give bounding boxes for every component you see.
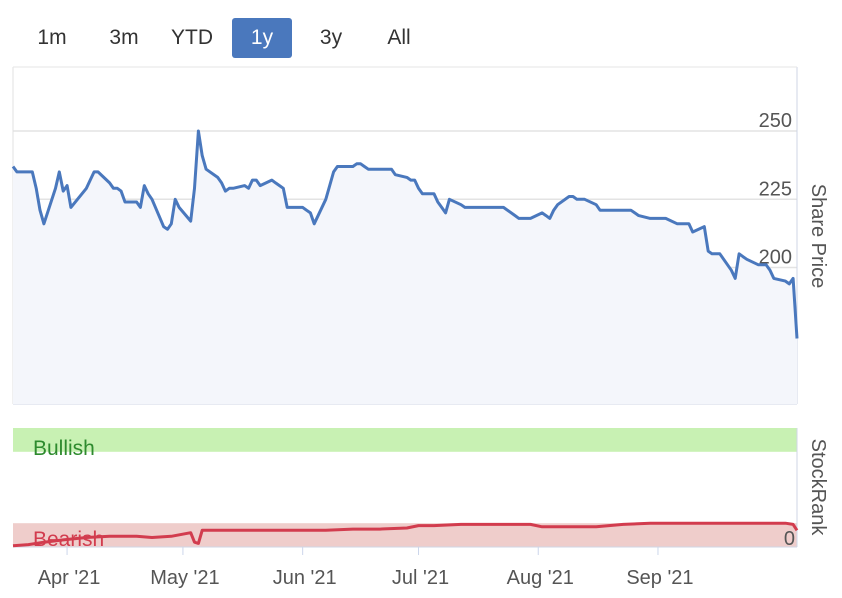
stockrank-tick-label: 0 [784, 528, 795, 550]
range-button-all[interactable]: All [387, 26, 411, 49]
price-tick-label: 250 [759, 110, 792, 132]
range-button-1m[interactable]: 1m [37, 26, 67, 49]
share-price-area [13, 131, 797, 404]
bullish-band-label: Bullish [33, 437, 95, 460]
range-button-ytd[interactable]: YTD [171, 26, 213, 49]
x-tick-label: Aug '21 [507, 567, 574, 589]
share-price-panel: 150175200225250Share Price [11, 66, 829, 405]
bullish-band [13, 428, 797, 452]
share-price-axis-title: Share Price [807, 184, 829, 289]
x-tick-label: May '21 [150, 567, 219, 589]
share-price-line [11, 129, 799, 339]
x-tick-label: Sep '21 [626, 567, 693, 589]
x-tick-label: Jun '21 [273, 567, 337, 589]
range-selector: 1m 3m YTD 1y 3y All [0, 18, 460, 60]
range-button-1y[interactable]: 1y [232, 18, 292, 58]
x-tick-label: Jul '21 [392, 567, 449, 589]
x-tick-label: Apr '21 [38, 567, 101, 589]
stockrank-line [12, 521, 799, 548]
date-axis: Apr '21 May '21 Jun '21 Jul '21 Aug '21 Sep '… [38, 547, 694, 589]
price-tick-label: 200 [759, 247, 792, 269]
stockrank-axis-title: StockRank [807, 439, 829, 537]
price-tick-label: 225 [759, 178, 792, 200]
range-button-3y[interactable]: 3y [319, 26, 343, 49]
range-button-3m[interactable]: 3m [109, 26, 139, 49]
